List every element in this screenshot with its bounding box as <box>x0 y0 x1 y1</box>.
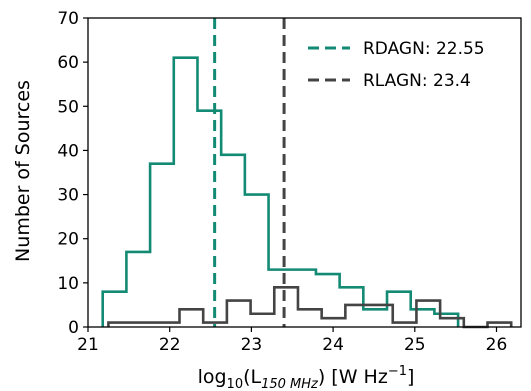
y-tick-label: 50 <box>57 97 79 117</box>
histogram-series-rdagn <box>101 56 460 327</box>
x-tick-label: 24 <box>322 335 344 355</box>
x-tick-label: 26 <box>486 335 508 355</box>
x-axis-label: log10(L150 MHz) [W Hz−1] <box>198 364 415 391</box>
y-tick-label: 30 <box>57 186 79 206</box>
x-tick-label: 23 <box>241 335 263 355</box>
y-tick-label: 60 <box>57 53 79 73</box>
legend: RDAGN: 22.55 RLAGN: 23.4 <box>308 39 485 91</box>
y-tick-label: 10 <box>57 274 79 294</box>
x-tick-label: 25 <box>404 335 426 355</box>
legend-label-rdagn: RDAGN: 22.55 <box>363 39 485 59</box>
y-tick-label: 70 <box>57 9 79 29</box>
y-axis-label: Number of Sources <box>12 80 34 262</box>
axis-ticks: 21 22 23 24 25 26 0 10 20 30 40 50 60 70 <box>57 9 507 355</box>
plot-content <box>101 18 513 329</box>
y-tick-label: 40 <box>57 141 79 161</box>
histogram-series-rlagn <box>107 285 513 329</box>
y-tick-label: 20 <box>57 230 79 250</box>
legend-label-rlagn: RLAGN: 23.4 <box>363 71 471 91</box>
plot-frame <box>87 17 522 328</box>
y-tick-label: 0 <box>68 318 79 338</box>
x-tick-label: 21 <box>77 335 99 355</box>
x-tick-label: 22 <box>159 335 181 355</box>
